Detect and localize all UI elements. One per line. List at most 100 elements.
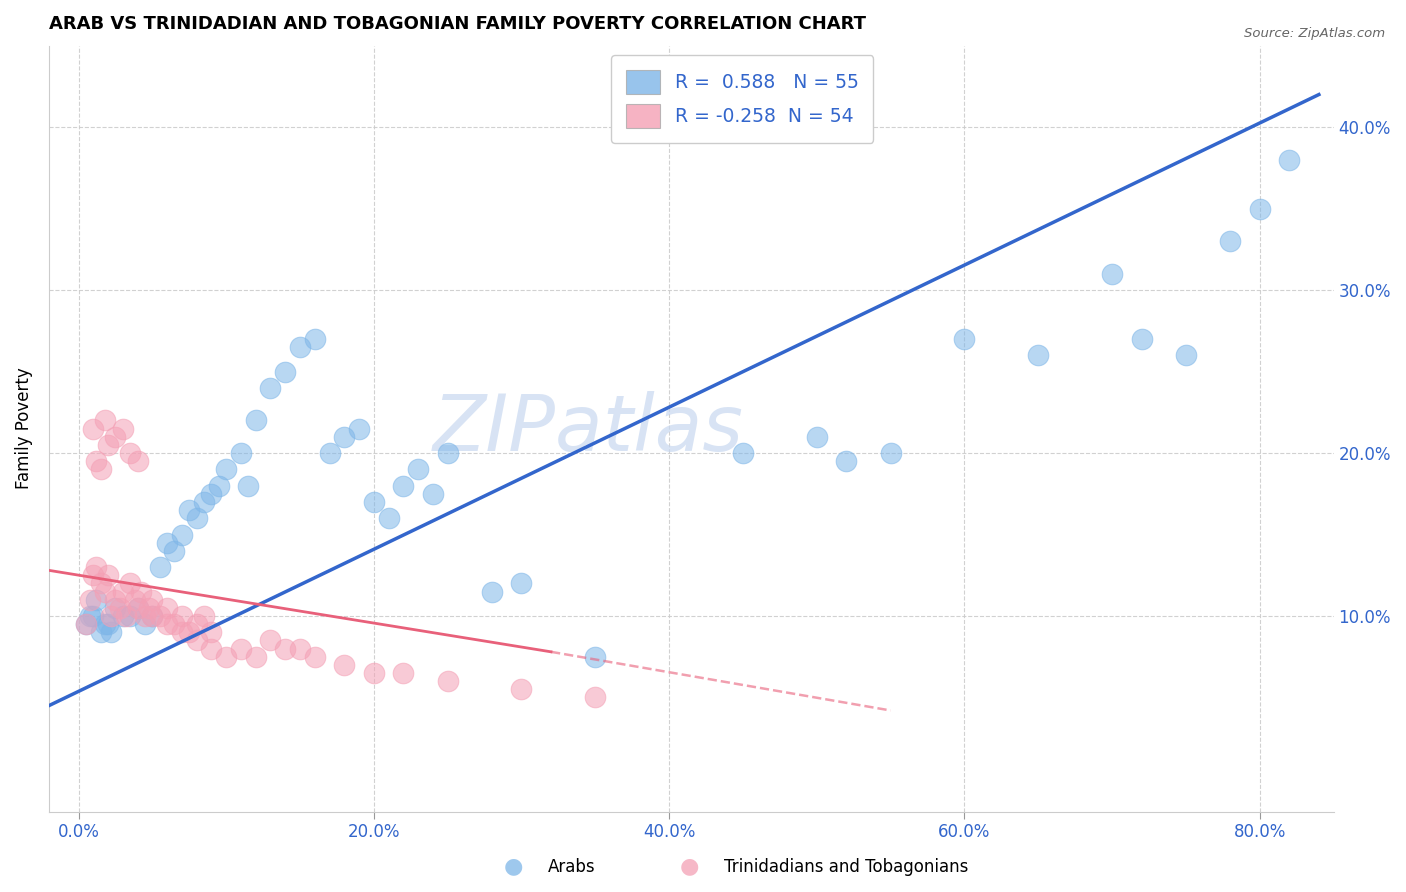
Point bbox=[481, 584, 503, 599]
Point bbox=[129, 584, 152, 599]
Point bbox=[94, 617, 117, 632]
Point bbox=[75, 617, 97, 632]
Point bbox=[200, 625, 222, 640]
Point bbox=[377, 511, 399, 525]
Point bbox=[215, 649, 238, 664]
Point bbox=[186, 633, 208, 648]
Text: Trinidadians and Tobagonians: Trinidadians and Tobagonians bbox=[724, 858, 969, 876]
Point bbox=[186, 617, 208, 632]
Point bbox=[200, 641, 222, 656]
Point bbox=[104, 592, 127, 607]
Point bbox=[186, 511, 208, 525]
Point bbox=[94, 413, 117, 427]
Point bbox=[583, 649, 606, 664]
Point bbox=[79, 592, 101, 607]
Point bbox=[100, 609, 122, 624]
Point bbox=[111, 421, 134, 435]
Point bbox=[82, 609, 104, 624]
Point bbox=[94, 584, 117, 599]
Point bbox=[304, 332, 326, 346]
Text: ●: ● bbox=[679, 856, 699, 876]
Point bbox=[170, 527, 193, 541]
Point bbox=[806, 430, 828, 444]
Point bbox=[97, 438, 120, 452]
Point bbox=[392, 478, 415, 492]
Point bbox=[108, 600, 131, 615]
Point bbox=[149, 609, 172, 624]
Point bbox=[193, 609, 215, 624]
Point bbox=[304, 649, 326, 664]
Point bbox=[259, 381, 281, 395]
Point bbox=[731, 446, 754, 460]
Point bbox=[179, 503, 201, 517]
Point bbox=[156, 600, 179, 615]
Point bbox=[193, 495, 215, 509]
Point bbox=[124, 592, 146, 607]
Point bbox=[82, 568, 104, 582]
Point bbox=[149, 560, 172, 574]
Point bbox=[141, 609, 163, 624]
Point bbox=[1175, 348, 1198, 362]
Point bbox=[274, 365, 297, 379]
Point bbox=[163, 543, 186, 558]
Point bbox=[114, 609, 136, 624]
Text: Source: ZipAtlas.com: Source: ZipAtlas.com bbox=[1244, 27, 1385, 40]
Point bbox=[104, 600, 127, 615]
Point bbox=[392, 665, 415, 680]
Point bbox=[333, 657, 356, 672]
Point bbox=[75, 617, 97, 632]
Point bbox=[288, 340, 311, 354]
Point bbox=[879, 446, 901, 460]
Point bbox=[229, 641, 252, 656]
Text: ARAB VS TRINIDADIAN AND TOBAGONIAN FAMILY POVERTY CORRELATION CHART: ARAB VS TRINIDADIAN AND TOBAGONIAN FAMIL… bbox=[49, 15, 866, 33]
Point bbox=[170, 609, 193, 624]
Point bbox=[1026, 348, 1049, 362]
Point bbox=[229, 446, 252, 460]
Point bbox=[163, 617, 186, 632]
Point bbox=[100, 625, 122, 640]
Point bbox=[245, 413, 267, 427]
Point bbox=[953, 332, 976, 346]
Point bbox=[422, 487, 444, 501]
Point bbox=[111, 609, 134, 624]
Point bbox=[200, 487, 222, 501]
Point bbox=[1278, 153, 1301, 167]
Y-axis label: Family Poverty: Family Poverty bbox=[15, 368, 32, 490]
Point bbox=[510, 576, 533, 591]
Point bbox=[111, 584, 134, 599]
Point bbox=[134, 617, 156, 632]
Point bbox=[274, 641, 297, 656]
Point bbox=[318, 446, 340, 460]
Point bbox=[127, 600, 149, 615]
Point bbox=[90, 576, 112, 591]
Point bbox=[84, 560, 107, 574]
Point bbox=[215, 462, 238, 476]
Point bbox=[179, 625, 201, 640]
Point bbox=[84, 454, 107, 468]
Legend: R =  0.588   N = 55, R = -0.258  N = 54: R = 0.588 N = 55, R = -0.258 N = 54 bbox=[610, 55, 873, 143]
Point bbox=[156, 617, 179, 632]
Point bbox=[120, 446, 142, 460]
Point bbox=[127, 600, 149, 615]
Point bbox=[1249, 202, 1271, 216]
Point bbox=[82, 421, 104, 435]
Point bbox=[835, 454, 858, 468]
Point bbox=[436, 674, 458, 689]
Point bbox=[238, 478, 260, 492]
Point bbox=[1219, 234, 1241, 248]
Point bbox=[90, 462, 112, 476]
Point bbox=[436, 446, 458, 460]
Point bbox=[141, 592, 163, 607]
Point bbox=[333, 430, 356, 444]
Point bbox=[79, 609, 101, 624]
Point bbox=[1130, 332, 1153, 346]
Point bbox=[170, 625, 193, 640]
Text: ZIPatlas: ZIPatlas bbox=[433, 391, 744, 467]
Point bbox=[406, 462, 429, 476]
Point bbox=[363, 665, 385, 680]
Point bbox=[208, 478, 231, 492]
Point bbox=[97, 617, 120, 632]
Point bbox=[104, 430, 127, 444]
Point bbox=[90, 625, 112, 640]
Point bbox=[510, 682, 533, 697]
